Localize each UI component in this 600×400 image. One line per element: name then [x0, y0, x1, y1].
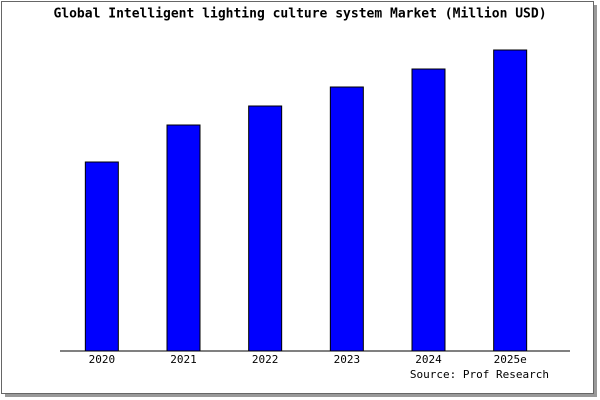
x-tick-label: 2021: [170, 353, 197, 366]
x-tick-label: 2024: [415, 353, 442, 366]
bar: [493, 49, 528, 352]
bar: [84, 161, 119, 352]
bar: [329, 86, 364, 352]
bar: [166, 124, 201, 352]
x-tick-label: 2025e: [494, 353, 527, 366]
x-tick-label: 2020: [89, 353, 116, 366]
bar: [248, 105, 283, 352]
bar: [411, 68, 446, 352]
source: Source: Prof Research: [410, 368, 549, 381]
chart-title: Global Intelligent lighting culture syst…: [53, 7, 546, 22]
x-tick-label: 2023: [334, 353, 361, 366]
x-tick-label: 2022: [252, 353, 279, 366]
